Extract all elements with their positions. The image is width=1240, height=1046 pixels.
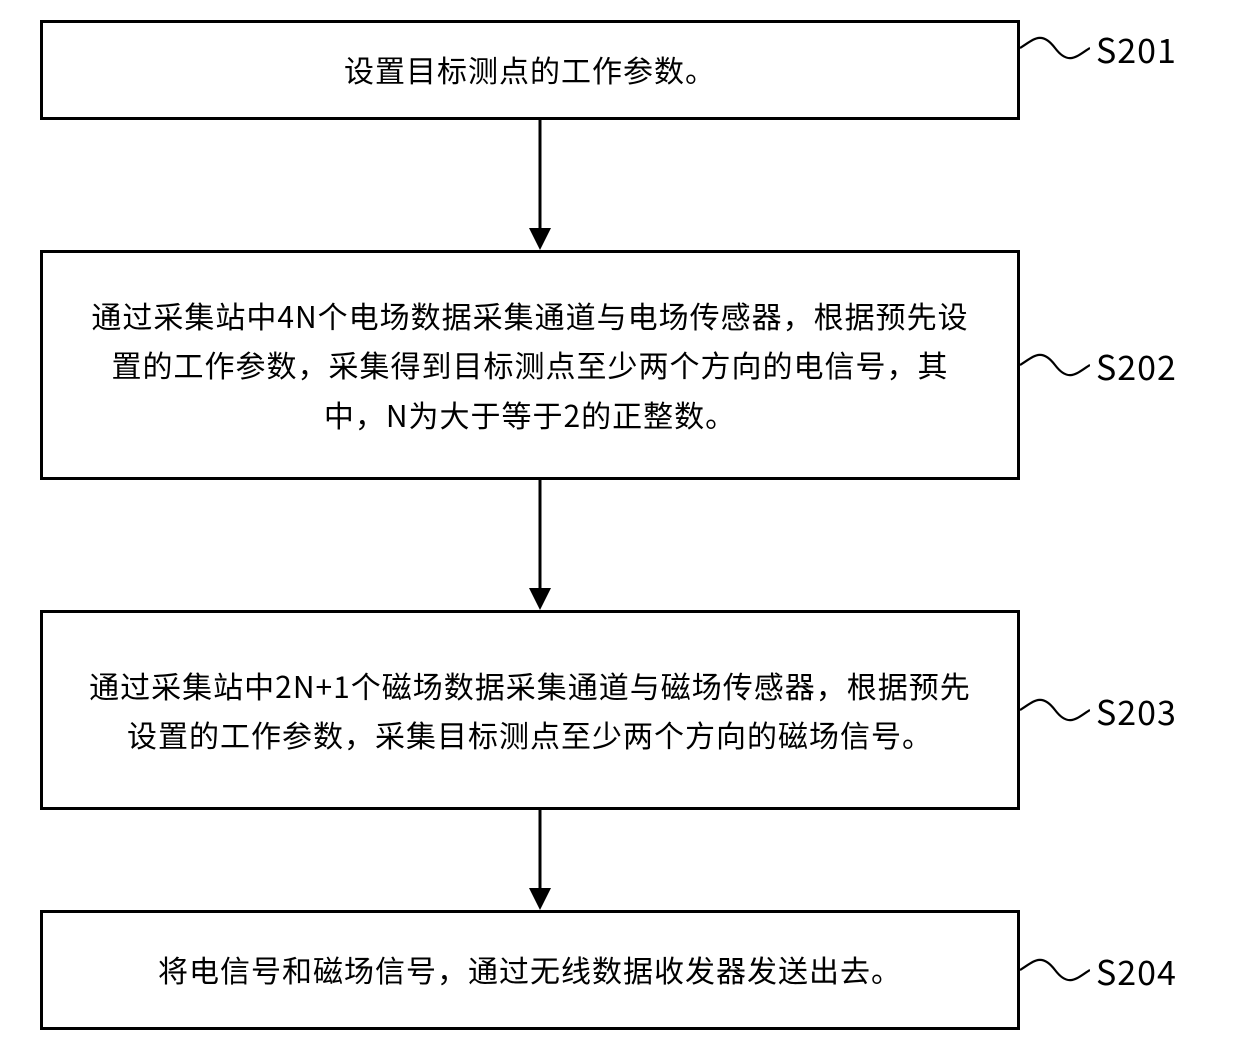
flow-step-label: S201 (1096, 24, 1177, 73)
curve-connector-icon (1020, 19, 1090, 77)
step-label-connector: S202 (1020, 336, 1200, 394)
flow-step-row: 将电信号和磁场信号，通过无线数据收发器发送出去。 S204 (40, 910, 1200, 1030)
flow-step-row: 设置目标测点的工作参数。 S201 (40, 20, 1200, 120)
flow-step-text: 将电信号和磁场信号，通过无线数据收发器发送出去。 (158, 945, 902, 995)
flow-arrow (40, 810, 1200, 910)
step-label-connector: S204 (1020, 941, 1200, 999)
flow-step-box-s202: 通过采集站中4N个电场数据采集通道与电场传感器，根据预先设置的工作参数，采集得到… (40, 250, 1020, 480)
flow-step-box-s201: 设置目标测点的工作参数。 (40, 20, 1020, 120)
flow-step-label: S202 (1096, 341, 1177, 390)
curve-connector-icon (1020, 681, 1090, 739)
flow-arrow (40, 120, 1200, 250)
flowchart-diagram: 设置目标测点的工作参数。 S201 通过采集站中4N个电场数据采集通道与电场传感器，… (40, 20, 1200, 1030)
flow-step-row: 通过采集站中2N+1个磁场数据采集通道与磁场传感器，根据预先设置的工作参数，采集… (40, 610, 1200, 810)
curve-connector-icon (1020, 336, 1090, 394)
flow-arrow (40, 480, 1200, 610)
flow-step-text: 通过采集站中2N+1个磁场数据采集通道与磁场传感器，根据预先设置的工作参数，采集… (83, 661, 977, 760)
step-label-connector: S201 (1020, 41, 1200, 99)
flow-step-label: S204 (1096, 946, 1177, 995)
arrow-down-icon (40, 120, 1040, 250)
flow-step-label: S203 (1096, 686, 1177, 735)
flow-step-row: 通过采集站中4N个电场数据采集通道与电场传感器，根据预先设置的工作参数，采集得到… (40, 250, 1200, 480)
flow-step-box-s203: 通过采集站中2N+1个磁场数据采集通道与磁场传感器，根据预先设置的工作参数，采集… (40, 610, 1020, 810)
arrow-down-icon (40, 810, 1040, 910)
step-label-connector: S203 (1020, 681, 1200, 739)
flow-step-text: 通过采集站中4N个电场数据采集通道与电场传感器，根据预先设置的工作参数，采集得到… (83, 291, 977, 440)
curve-connector-icon (1020, 941, 1090, 999)
flow-step-box-s204: 将电信号和磁场信号，通过无线数据收发器发送出去。 (40, 910, 1020, 1030)
arrow-down-icon (40, 480, 1040, 610)
flow-step-text: 设置目标测点的工作参数。 (344, 45, 716, 95)
